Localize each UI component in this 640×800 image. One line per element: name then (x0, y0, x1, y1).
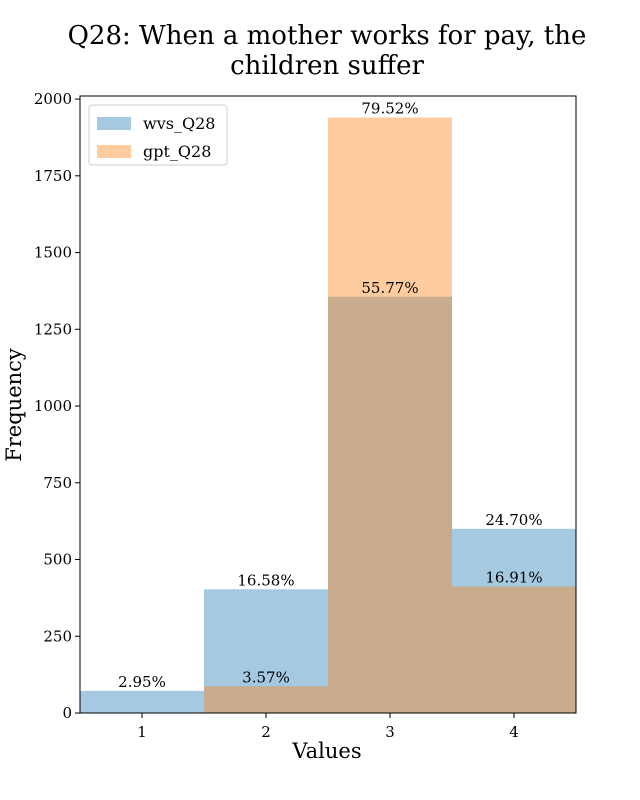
y-tick-label-250: 250 (43, 627, 72, 645)
bar-label-gpt_Q28-3: 79.52% (361, 99, 418, 117)
bar-wvs_Q28-3 (328, 296, 452, 713)
legend-label-wvs_Q28: wvs_Q28 (143, 114, 215, 133)
y-tick-label-500: 500 (43, 551, 72, 569)
bar-label-wvs_Q28-4: 24.70% (485, 511, 542, 529)
bar-wvs_Q28-4 (452, 528, 576, 713)
bar-wvs_Q28-1 (80, 690, 204, 713)
legend-box (88, 104, 228, 166)
legend-label-gpt_Q28: gpt_Q28 (143, 142, 211, 161)
y-tick-label-750: 750 (43, 474, 72, 492)
x-tick-label-3: 3 (385, 723, 395, 741)
bar-label-wvs_Q28-3: 55.77% (361, 279, 418, 297)
bar-gpt_Q28-2 (204, 686, 328, 713)
bar-label-gpt_Q28-2: 3.57% (242, 668, 290, 686)
plot-area: 2.95% 16.58% 55.77% 24.70% 3.57% 79.52% 16.91%… (34, 90, 577, 741)
bar-label-wvs_Q28-1: 2.95% (118, 673, 166, 691)
bar-label-gpt_Q28-4: 16.91% (485, 569, 542, 587)
y-tick-label-2000: 2000 (34, 90, 72, 108)
x-axis-label: Values (291, 739, 361, 763)
chart-title-line-1: Q28: When a mother works for pay, the (68, 21, 587, 51)
y-tick-label-1500: 1500 (34, 244, 72, 262)
x-tick-label-2: 2 (261, 723, 271, 741)
y-tick-label-0: 0 (62, 704, 72, 722)
y-tick-label-1250: 1250 (34, 320, 72, 338)
bar-label-wvs_Q28-2: 16.58% (237, 571, 294, 589)
y-tick-label-1000: 1000 (34, 397, 72, 415)
y-axis-label: Frequency (2, 348, 26, 462)
bar-wvs_Q28-2 (204, 589, 328, 713)
legend-swatch-gpt_Q28 (97, 145, 131, 158)
x-tick-label-4: 4 (509, 723, 519, 741)
x-tick-label-1: 1 (137, 723, 147, 741)
legend-swatch-wvs_Q28 (97, 117, 131, 130)
bar-gpt_Q28-3 (328, 117, 452, 714)
bar-gpt_Q28-4 (452, 586, 576, 713)
chart-title-line-2: children suffer (230, 51, 424, 81)
y-tick-label-1750: 1750 (34, 167, 72, 185)
plot-frame (79, 95, 577, 714)
